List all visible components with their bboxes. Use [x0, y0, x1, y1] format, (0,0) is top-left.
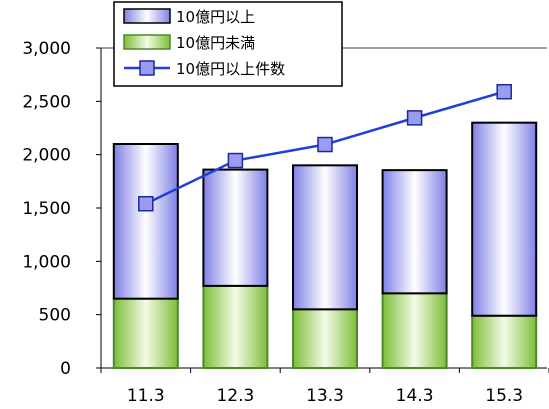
legend-label: 10億円未満 — [176, 34, 255, 52]
line-marker — [228, 154, 242, 168]
bar-over-10oku — [203, 170, 267, 286]
line-marker — [139, 197, 153, 211]
legend-swatch-over — [124, 9, 170, 23]
bars-layer — [114, 123, 536, 368]
y-tick-label: 2,000 — [22, 146, 71, 166]
y-tick-label: 1,000 — [22, 252, 71, 272]
legend: 10億円以上 10億円未満 10億円以上件数 — [114, 2, 342, 86]
y-tick-label: 1,500 — [22, 199, 71, 219]
y-tick-label: 0 — [60, 359, 71, 379]
y-tick-label: 3,000 — [22, 39, 71, 59]
x-tick-label: 15.3 — [485, 386, 523, 406]
x-tick-label: 13.3 — [306, 386, 344, 406]
bar-over-10oku — [383, 170, 447, 293]
line-marker — [408, 111, 422, 125]
bar-over-10oku — [293, 165, 357, 309]
line-marker — [318, 138, 332, 152]
legend-label: 10億円以上件数 — [176, 60, 285, 78]
line-marker — [497, 85, 511, 99]
bar-under-10oku — [203, 286, 267, 368]
x-tick-label: 11.3 — [127, 386, 165, 406]
axis-layer: 0 500 1,000 1,500 2,000 2,500 3,000 11.3 12.3 13.… — [22, 39, 549, 406]
y-tick-label: 500 — [39, 306, 71, 326]
bar-under-10oku — [293, 309, 357, 368]
bar-under-10oku — [472, 316, 536, 368]
bar-over-10oku — [472, 123, 536, 316]
bar-under-10oku — [114, 299, 178, 368]
legend-swatch-marker — [140, 61, 154, 75]
x-tick-label: 14.3 — [396, 386, 434, 406]
bar-over-10oku — [114, 144, 178, 299]
bar-under-10oku — [383, 293, 447, 368]
legend-label: 10億円以上 — [176, 8, 255, 26]
x-tick-label: 12.3 — [216, 386, 254, 406]
legend-swatch-under — [124, 35, 170, 49]
y-tick-label: 2,500 — [22, 92, 71, 112]
